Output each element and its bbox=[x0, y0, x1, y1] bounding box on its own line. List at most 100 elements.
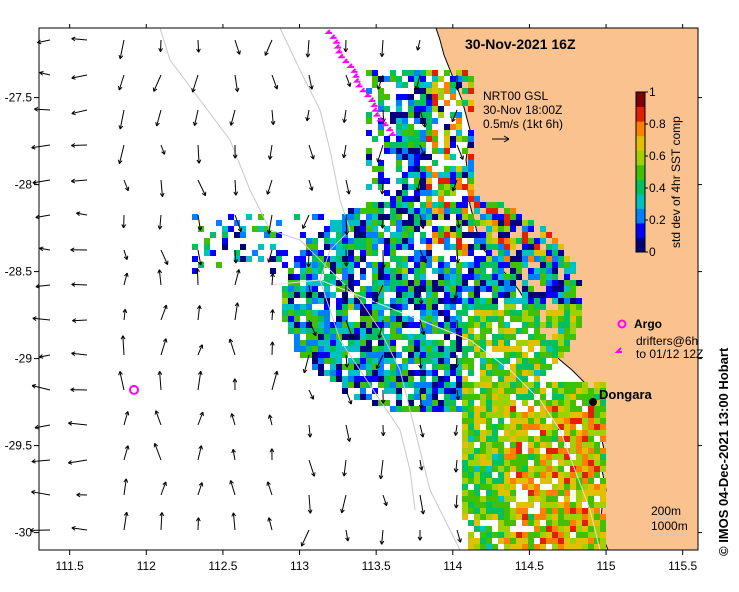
sst-pixel bbox=[522, 418, 528, 424]
sst-pixel bbox=[498, 358, 504, 364]
sst-pixel bbox=[450, 226, 456, 232]
sst-pixel bbox=[564, 406, 570, 412]
sst-pixel bbox=[300, 310, 306, 316]
sst-pixel bbox=[420, 82, 426, 88]
sst-pixel bbox=[252, 250, 258, 256]
current-arrow bbox=[415, 179, 421, 192]
sst-pixel bbox=[552, 256, 558, 262]
sst-pixel bbox=[420, 190, 426, 196]
sst-pixel bbox=[432, 160, 438, 166]
sst-pixel bbox=[396, 124, 402, 130]
sst-pixel bbox=[480, 304, 486, 310]
sst-pixel bbox=[474, 352, 480, 358]
sst-pixel bbox=[402, 82, 408, 88]
sst-pixel bbox=[534, 448, 540, 454]
sst-pixel bbox=[468, 286, 474, 292]
sst-pixel bbox=[546, 322, 552, 328]
sst-pixel bbox=[594, 484, 600, 490]
sst-pixel bbox=[426, 178, 432, 184]
sst-pixel bbox=[312, 214, 318, 220]
sst-pixel bbox=[366, 220, 372, 226]
sst-pixel bbox=[576, 388, 582, 394]
sst-pixel bbox=[342, 214, 348, 220]
sst-pixel bbox=[468, 412, 474, 418]
sst-pixel bbox=[486, 490, 492, 496]
sst-pixel bbox=[432, 400, 438, 406]
sst-pixel bbox=[354, 214, 360, 220]
sst-pixel bbox=[288, 304, 294, 310]
sst-pixel bbox=[402, 256, 408, 262]
sst-pixel bbox=[504, 502, 510, 508]
sst-pixel bbox=[312, 250, 318, 256]
drifter-point bbox=[341, 58, 350, 64]
sst-pixel bbox=[600, 424, 606, 430]
sst-pixel bbox=[456, 388, 462, 394]
sst-pixel bbox=[330, 268, 336, 274]
sst-pixel bbox=[558, 250, 564, 256]
sst-pixel bbox=[498, 292, 504, 298]
sst-pixel bbox=[414, 196, 420, 202]
sst-pixel bbox=[444, 88, 450, 94]
sst-pixel bbox=[444, 238, 450, 244]
sst-pixel bbox=[336, 256, 342, 262]
sst-pixel bbox=[408, 202, 414, 208]
current-arrow bbox=[345, 529, 350, 542]
sst-pixel bbox=[468, 502, 474, 508]
current-scale-arrow bbox=[492, 135, 510, 143]
drifter-point bbox=[358, 87, 367, 93]
sst-pixel bbox=[600, 388, 606, 394]
sst-pixel bbox=[594, 412, 600, 418]
sst-pixel bbox=[588, 532, 594, 538]
current-arrow bbox=[267, 144, 273, 160]
colorbar-label: std dev of 4hr SST comp bbox=[669, 116, 683, 248]
current-arrow bbox=[230, 413, 236, 426]
sst-pixel bbox=[342, 316, 348, 322]
sst-pixel bbox=[486, 436, 492, 442]
sst-pixel bbox=[576, 472, 582, 478]
sst-pixel bbox=[438, 214, 444, 220]
sst-pixel bbox=[504, 220, 510, 226]
sst-pixel bbox=[528, 538, 534, 544]
sst-pixel bbox=[378, 298, 384, 304]
sst-pixel bbox=[540, 256, 546, 262]
sst-pixel bbox=[570, 484, 576, 490]
sst-pixel bbox=[342, 274, 348, 280]
sst-pixel bbox=[396, 298, 402, 304]
sst-pixel bbox=[462, 358, 468, 364]
sst-pixel bbox=[234, 250, 240, 256]
sst-pixel bbox=[384, 262, 390, 268]
sst-pixel bbox=[420, 352, 426, 358]
current-arrow bbox=[377, 319, 384, 339]
current-arrow bbox=[233, 179, 239, 196]
sst-pixel bbox=[462, 280, 468, 286]
sst-pixel bbox=[456, 280, 462, 286]
sst-pixel bbox=[522, 520, 528, 526]
sst-pixel bbox=[366, 376, 372, 382]
sst-pixel bbox=[552, 490, 558, 496]
sst-pixel bbox=[318, 298, 324, 304]
sst-pixel bbox=[498, 238, 504, 244]
sst-pixel bbox=[354, 238, 360, 244]
sst-pixel bbox=[582, 514, 588, 520]
sst-pixel bbox=[468, 106, 474, 112]
sst-pixel bbox=[306, 328, 312, 334]
sst-pixel bbox=[414, 190, 420, 196]
sst-pixel bbox=[600, 436, 606, 442]
sst-pixel bbox=[408, 280, 414, 286]
sst-pixel bbox=[564, 382, 570, 388]
sst-pixel bbox=[480, 202, 486, 208]
sst-pixel bbox=[558, 514, 564, 520]
current-arrow bbox=[192, 109, 199, 126]
sst-pixel bbox=[510, 256, 516, 262]
sst-pixel bbox=[576, 406, 582, 412]
sst-pixel bbox=[600, 418, 606, 424]
sst-pixel bbox=[504, 298, 510, 304]
sst-pixel bbox=[426, 292, 432, 298]
sst-pixel bbox=[330, 328, 336, 334]
sst-pixel bbox=[342, 364, 348, 370]
sst-pixel bbox=[498, 490, 504, 496]
sst-pixel bbox=[408, 196, 414, 202]
sst-pixel bbox=[342, 334, 348, 340]
sst-pixel bbox=[426, 346, 432, 352]
sst-pixel bbox=[204, 238, 210, 244]
